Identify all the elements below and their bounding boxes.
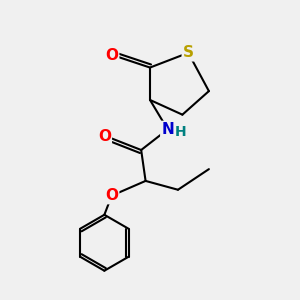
Text: O: O xyxy=(98,129,111,144)
Text: O: O xyxy=(105,188,118,203)
Text: H: H xyxy=(175,125,187,139)
Text: O: O xyxy=(105,48,118,63)
Text: N: N xyxy=(161,122,174,137)
Text: S: S xyxy=(183,45,194,60)
